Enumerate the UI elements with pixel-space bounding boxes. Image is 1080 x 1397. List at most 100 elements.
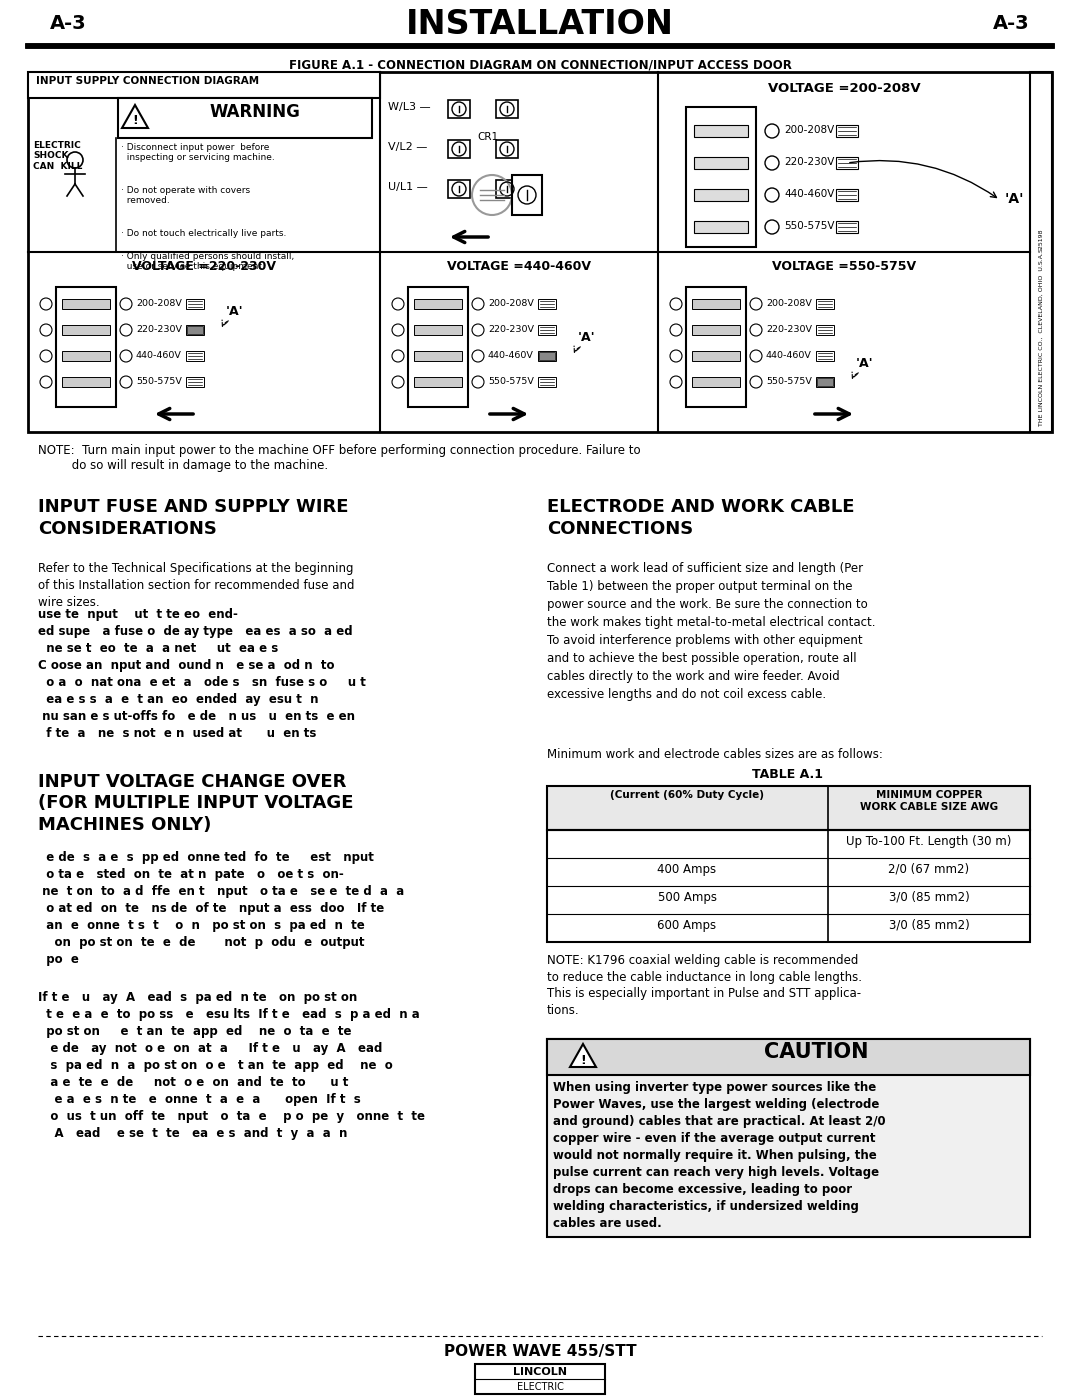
Text: A-3: A-3 (50, 14, 86, 34)
Text: 600 Amps: 600 Amps (658, 919, 716, 932)
Text: 2/0 (67 mm2): 2/0 (67 mm2) (889, 863, 970, 876)
Text: 'A': 'A' (1005, 191, 1025, 205)
Text: Minimum work and electrode cables sizes are as follows:: Minimum work and electrode cables sizes … (546, 747, 882, 761)
Bar (816, 377, 834, 387)
Bar (546, 1039, 1030, 1236)
Text: CAUTION: CAUTION (764, 1042, 868, 1062)
Text: 550-575V: 550-575V (136, 377, 181, 386)
Text: NOTE: K1796 coaxial welding cable is recommended
to reduce the cable inductance : NOTE: K1796 coaxial welding cable is rec… (546, 954, 862, 1017)
Polygon shape (122, 105, 148, 129)
Bar (186, 299, 204, 309)
Bar (538, 377, 556, 387)
Text: W/L3 —: W/L3 — (388, 102, 431, 112)
Bar (62, 299, 110, 309)
Bar (692, 351, 740, 360)
Bar (28, 73, 1052, 432)
Bar (414, 326, 462, 335)
Bar (496, 101, 518, 117)
Bar (692, 377, 740, 387)
Bar (816, 299, 834, 309)
Text: 220-230V: 220-230V (488, 326, 534, 334)
Bar (186, 351, 204, 360)
Text: 400 Amps: 400 Amps (658, 863, 716, 876)
Bar (414, 351, 462, 360)
Bar (62, 351, 110, 360)
Bar (539, 352, 555, 360)
Bar (836, 156, 858, 169)
Text: use te  nput    ut  t te eo  end-
ed supe   a fuse o  de ay type   ea es  a so  : use te nput ut t te eo end- ed supe a fu… (38, 608, 366, 740)
Text: 200-208V: 200-208V (136, 299, 181, 307)
Bar (186, 326, 204, 335)
Text: WARNING: WARNING (210, 103, 300, 122)
Text: 440-460V: 440-460V (488, 351, 534, 360)
Bar (1030, 73, 1052, 432)
Text: INPUT SUPPLY CONNECTION DIAGRAM: INPUT SUPPLY CONNECTION DIAGRAM (36, 75, 259, 87)
Bar (692, 326, 740, 335)
Text: VOLTAGE =220-230V: VOLTAGE =220-230V (132, 260, 276, 272)
Text: 220-230V: 220-230V (766, 326, 812, 334)
Text: 200-208V: 200-208V (488, 299, 534, 307)
Text: When using inverter type power sources like the
Power Waves, use the largest wel: When using inverter type power sources l… (553, 1081, 886, 1229)
Bar (836, 221, 858, 233)
Text: 200-208V: 200-208V (784, 124, 834, 136)
Text: !: ! (132, 115, 138, 127)
Text: VOLTAGE =550-575V: VOLTAGE =550-575V (772, 260, 916, 272)
Bar (816, 379, 833, 386)
Bar (694, 124, 748, 137)
Bar (512, 175, 542, 215)
Text: Refer to the Technical Specifications at the beginning
of this Installation sect: Refer to the Technical Specifications at… (38, 562, 354, 609)
Bar (448, 140, 470, 158)
Bar (546, 1039, 1030, 1076)
Bar (546, 787, 1030, 830)
Text: ELECTRIC: ELECTRIC (516, 1382, 564, 1391)
Text: POWER WAVE 455/STT: POWER WAVE 455/STT (444, 1344, 636, 1359)
Bar (448, 180, 470, 198)
Bar (408, 286, 468, 407)
Text: VOLTAGE =200-208V: VOLTAGE =200-208V (768, 82, 920, 95)
Text: If t e   u   ay  A   ead  s  pa ed  n te   on  po st on
  t e  e a  e  to  po ss: If t e u ay A ead s pa ed n te on po st … (38, 990, 426, 1140)
Text: 440-460V: 440-460V (784, 189, 835, 198)
Text: !: ! (580, 1053, 585, 1066)
Bar (187, 326, 203, 334)
Text: INSTALLATION: INSTALLATION (406, 8, 674, 41)
Text: 550-575V: 550-575V (766, 377, 812, 386)
Bar (414, 299, 462, 309)
Text: 440-460V: 440-460V (136, 351, 181, 360)
Bar (28, 73, 380, 98)
Text: Up To-100 Ft. Length (30 m): Up To-100 Ft. Length (30 m) (847, 835, 1012, 848)
Text: 200-208V: 200-208V (766, 299, 812, 307)
Bar (836, 124, 858, 137)
Text: THE LINCOLN ELECTRIC CO.,  CLEVELAND, OHIO  U.S.A.: THE LINCOLN ELECTRIC CO., CLEVELAND, OHI… (1039, 251, 1043, 426)
Text: 550-575V: 550-575V (488, 377, 534, 386)
Text: 220-230V: 220-230V (136, 326, 183, 334)
Bar (496, 140, 518, 158)
Text: VOLTAGE =440-460V: VOLTAGE =440-460V (447, 260, 591, 272)
Text: 'A': 'A' (856, 358, 874, 370)
Bar (694, 221, 748, 233)
Bar (62, 377, 110, 387)
Text: (Current (60% Duty Cycle): (Current (60% Duty Cycle) (610, 789, 764, 800)
Text: INPUT VOLTAGE CHANGE OVER
(FOR MULTIPLE INPUT VOLTAGE
MACHINES ONLY): INPUT VOLTAGE CHANGE OVER (FOR MULTIPLE … (38, 773, 353, 834)
Bar (538, 326, 556, 335)
Bar (56, 286, 116, 407)
Text: 'A': 'A' (226, 305, 244, 319)
Bar (836, 189, 858, 201)
Text: · Disconnect input power  before
  inspecting or servicing machine.: · Disconnect input power before inspecti… (121, 142, 274, 162)
Bar (448, 101, 470, 117)
Text: 440-460V: 440-460V (766, 351, 812, 360)
Text: 'A': 'A' (578, 331, 596, 344)
Text: INPUT FUSE AND SUPPLY WIRE
CONSIDERATIONS: INPUT FUSE AND SUPPLY WIRE CONSIDERATION… (38, 497, 349, 538)
Text: CR1: CR1 (477, 131, 499, 142)
Polygon shape (570, 1044, 596, 1067)
Text: e de  s  a e  s  pp ed  onne ted  fo  te     est   nput
  o ta e   sted  on  te : e de s a e s pp ed onne ted fo te est np… (38, 851, 404, 965)
Text: Connect a work lead of sufficient size and length (Per
Table 1) between the prop: Connect a work lead of sufficient size a… (546, 562, 876, 701)
Text: · Do not touch electrically live parts.: · Do not touch electrically live parts. (121, 229, 286, 237)
Bar (686, 108, 756, 247)
Text: U/L1 —: U/L1 — (388, 182, 428, 191)
Text: 3/0 (85 mm2): 3/0 (85 mm2) (889, 891, 970, 904)
Text: A-3: A-3 (994, 14, 1030, 34)
Bar (186, 377, 204, 387)
Text: · Do not operate with covers
  removed.: · Do not operate with covers removed. (121, 186, 251, 205)
Bar (475, 1363, 605, 1394)
Bar (538, 351, 556, 360)
